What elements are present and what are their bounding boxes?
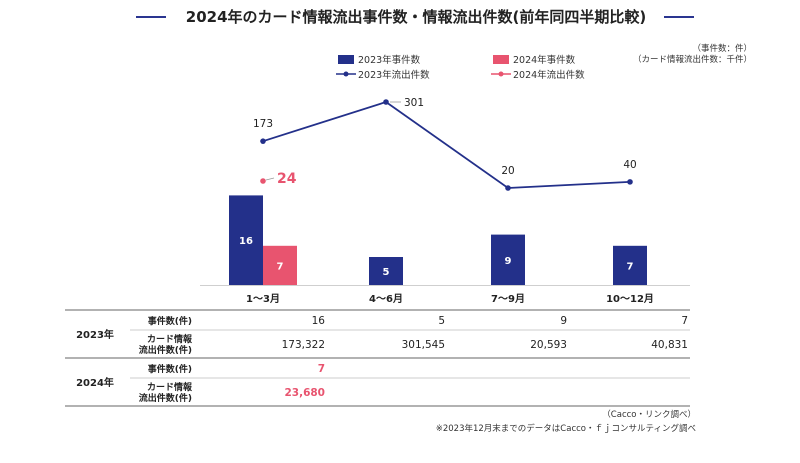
bar-label-2023-4: 7	[627, 261, 634, 272]
title-rule-left	[136, 16, 166, 18]
legend-marker-leaks-2023	[343, 71, 349, 77]
bar-2023-3	[491, 234, 525, 285]
unit-note-leaks: （カード情報流出件数：千件）	[632, 55, 752, 65]
table-row-label-4-a: カード情報	[147, 381, 193, 393]
table-cell-4-1: 23,680	[284, 387, 325, 399]
point-label-leaks-2024-1: 24	[277, 171, 297, 187]
bar-2023-1	[229, 195, 263, 285]
point-leaks-2023-2	[383, 99, 389, 105]
table-cell-2-1: 173,322	[282, 339, 325, 351]
table-cell-2-2: 301,545	[402, 339, 445, 351]
point-leaks-2023-4	[627, 179, 633, 185]
table-cell-2-3: 20,593	[530, 339, 567, 351]
point-label-leaks-2023-4: 40	[623, 159, 636, 171]
table-cell-1-4: 7	[681, 315, 688, 327]
table-row-label-2-b: 流出件数(件)	[139, 344, 192, 356]
table-row-label-2-a: カード情報	[147, 333, 193, 345]
legend-swatch-cases-2023	[338, 55, 354, 64]
point-leaks-2024-1	[260, 178, 266, 184]
unit-note-cases: （事件数：件）	[692, 44, 752, 54]
table-cell-2-4: 40,831	[651, 339, 688, 351]
category-label-2: 4〜6月	[369, 293, 403, 305]
point-label-leaks-2023-2: 301	[404, 97, 424, 109]
title-rule-right	[664, 16, 694, 18]
source-footnote: ※2023年12月末までのデータはCacco・ｆｊコンサルティング調べ	[435, 424, 696, 434]
legend-marker-leaks-2024	[498, 71, 504, 77]
table-year-2023: 2023年	[76, 328, 114, 341]
table-year-2024: 2024年	[76, 376, 114, 389]
point-leaks-2023-3	[505, 185, 511, 191]
table-row-label-4-b: 流出件数(件)	[139, 392, 192, 404]
title-row: 2024年のカード情報流出事件数・情報流出件数(前年同四半期比較)	[0, 6, 800, 28]
bar-2024-1	[263, 245, 297, 285]
category-label-4: 10〜12月	[606, 293, 654, 305]
table-cell-1-3: 9	[560, 315, 567, 327]
legend-label-cases-2024: 2024年事件数	[513, 54, 576, 66]
legend-label-leaks-2023: 2023年流出件数	[358, 69, 430, 81]
bar-label-2023-1: 16	[239, 236, 253, 247]
legend-label-cases-2023: 2023年事件数	[358, 54, 421, 66]
legend-label-leaks-2024: 2024年流出件数	[513, 69, 585, 81]
source-note: （Cacco・リンク調べ）	[602, 410, 696, 420]
point-label-leaks-2023-1: 173	[253, 118, 273, 130]
point-label-leaks-2023-3: 20	[501, 165, 514, 177]
bar-label-2024-1: 7	[277, 261, 284, 272]
bar-2023-2	[369, 257, 403, 285]
table-cell-3-1: 7	[318, 363, 325, 375]
bar-2023-4	[613, 245, 647, 285]
unit-note: （事件数：件） （カード情報流出件数：千件）	[633, 44, 752, 66]
table-row-label-3: 事件数(件)	[148, 363, 192, 375]
bar-label-2023-2: 5	[383, 267, 390, 278]
table-cell-1-1: 16	[312, 315, 326, 327]
table-cell-1-2: 5	[438, 315, 445, 327]
line-leaks-2023	[262, 101, 631, 189]
chart-title: 2024年のカード情報流出事件数・情報流出件数(前年同四半期比較)	[185, 8, 647, 26]
bar-label-2023-3: 9	[505, 256, 512, 267]
table-row-label-1: 事件数(件)	[148, 315, 192, 327]
category-label-3: 7〜9月	[491, 293, 525, 305]
legend-swatch-cases-2024	[493, 55, 509, 64]
point-leaks-2023-1	[260, 138, 266, 144]
leader-leaks-2024-1	[265, 177, 275, 181]
category-label-1: 1〜3月	[246, 293, 280, 305]
